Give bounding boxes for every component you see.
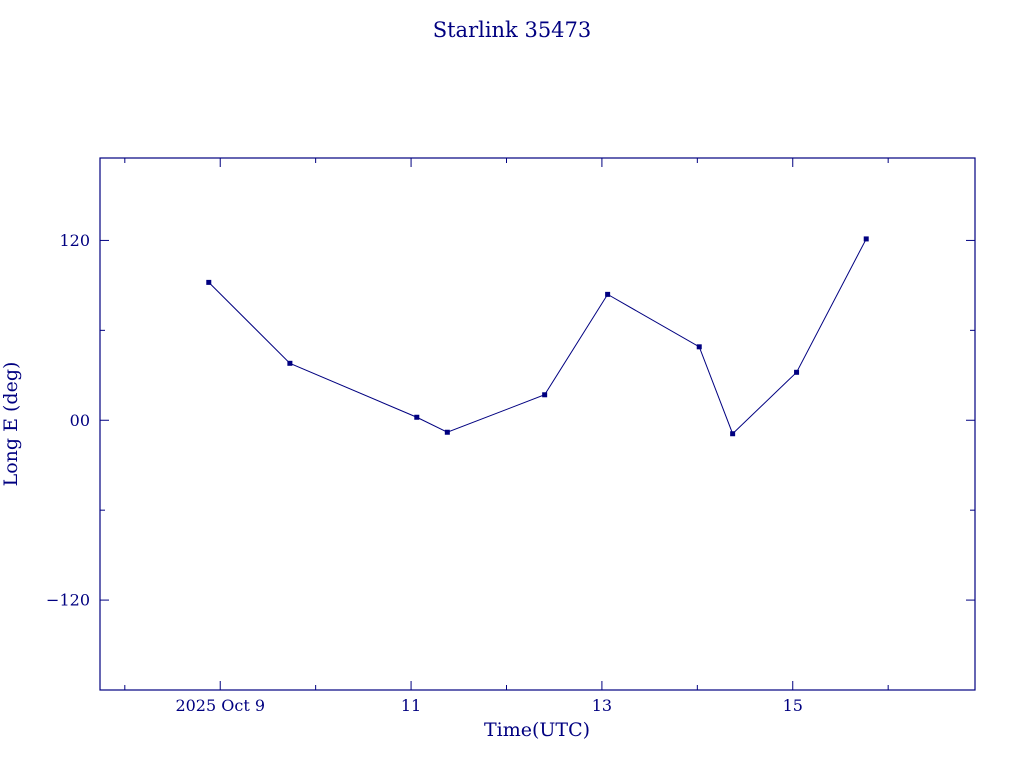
axis-ticks: 2025 Oct 9 11 13 15 120 00 −120	[46, 158, 975, 715]
data-point-marker	[542, 392, 548, 398]
data-point-marker	[696, 344, 702, 350]
y-axis-label: Long E (deg)	[0, 362, 22, 487]
data-point-marker	[794, 369, 800, 375]
data-point-marker	[605, 291, 611, 297]
data-line	[208, 238, 867, 435]
x-tick-label: 2025 Oct 9	[175, 696, 265, 715]
y-tick-label: 00	[70, 411, 90, 430]
y-tick-label: −120	[46, 591, 90, 610]
data-point-marker	[206, 279, 212, 285]
x-tick-label: 13	[592, 696, 612, 715]
data-point-marker	[863, 236, 869, 242]
x-axis-label: Time(UTC)	[484, 719, 590, 741]
chart-title: Starlink 35473	[433, 18, 592, 42]
data-series	[206, 236, 869, 437]
x-tick-label: 11	[401, 696, 421, 715]
data-point-marker	[287, 360, 293, 366]
data-point-marker	[730, 431, 736, 437]
data-point-marker	[444, 429, 450, 435]
x-tick-label: 15	[783, 696, 803, 715]
plot-border	[99, 157, 976, 691]
y-tick-label: 120	[59, 231, 90, 250]
data-point-marker	[414, 414, 420, 420]
